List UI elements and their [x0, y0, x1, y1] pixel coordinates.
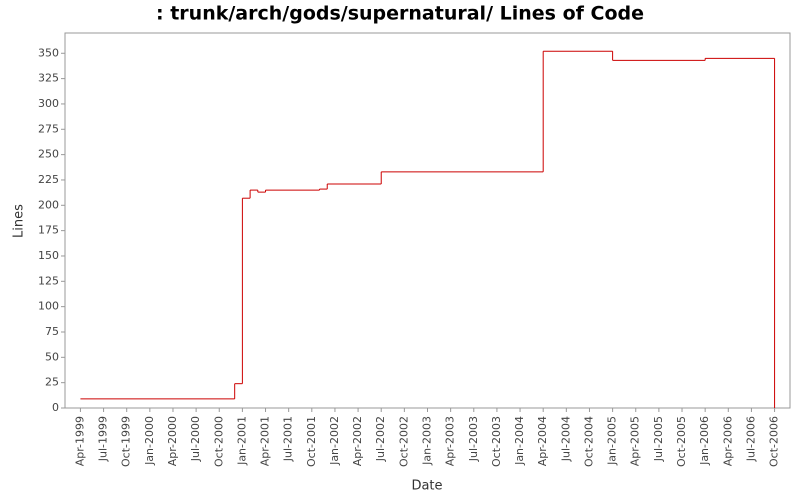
y-tick-label: 25 [45, 376, 59, 389]
x-tick-label: Jul-2006 [744, 416, 757, 462]
x-tick-label: Jul-2005 [652, 416, 665, 462]
x-tick-label: Jul-1999 [97, 416, 110, 462]
x-tick-label: Apr-1999 [73, 416, 86, 466]
x-tick-label: Jul-2003 [467, 416, 480, 462]
x-axis-label: Date [411, 479, 442, 494]
y-tick-label: 200 [38, 198, 59, 211]
y-tick-label: 225 [38, 173, 59, 186]
x-tick-label: Oct-2001 [305, 416, 318, 467]
plot-area [64, 32, 791, 409]
x-tick-label: Jan-2003 [421, 416, 434, 466]
x-tick-label: Oct-1999 [120, 416, 133, 467]
y-tick-label: 350 [38, 46, 59, 59]
x-tick-label: Oct-2003 [490, 416, 503, 467]
x-tick-label: Jan-2001 [235, 416, 248, 466]
x-tick-label: Oct-2004 [582, 416, 595, 467]
x-tick-label: Apr-2005 [629, 416, 642, 466]
y-axis-label: Lines [12, 204, 27, 238]
x-tick-label: Oct-2000 [212, 416, 225, 467]
x-tick-label: Jul-2000 [189, 416, 202, 462]
y-tick-label: 50 [45, 350, 59, 363]
x-tick-label: Oct-2002 [397, 416, 410, 467]
y-tick-label: 250 [38, 148, 59, 161]
y-tick-label: 150 [38, 249, 59, 262]
y-tick-label: 75 [45, 325, 59, 338]
x-tick-label: Jan-2005 [606, 416, 619, 466]
y-tick-label: 275 [38, 122, 59, 135]
x-tick-label: Jan-2006 [698, 416, 711, 466]
y-tick-label: 300 [38, 97, 59, 110]
x-tick-label: Jan-2004 [513, 416, 526, 466]
x-tick-label: Apr-2003 [444, 416, 457, 466]
y-tick-label: 125 [38, 274, 59, 287]
x-tick-label: Apr-2004 [536, 416, 549, 466]
x-tick-label: Jan-2000 [143, 416, 156, 466]
x-tick-label: Jul-2004 [559, 416, 572, 462]
x-tick-label: Jul-2001 [282, 416, 295, 462]
x-tick-label: Apr-2001 [259, 416, 272, 466]
chart-title: : trunk/arch/gods/supernatural/ Lines of… [156, 3, 644, 25]
x-tick-label: Apr-2006 [721, 416, 734, 466]
x-tick-label: Apr-2000 [166, 416, 179, 466]
x-tick-label: Jan-2002 [328, 416, 341, 466]
y-tick-label: 100 [38, 300, 59, 313]
x-tick-label: Oct-2006 [768, 416, 781, 467]
x-tick-label: Oct-2005 [675, 416, 688, 467]
y-tick-label: 175 [38, 224, 59, 237]
y-tick-label: 0 [52, 401, 59, 414]
y-tick-label: 325 [38, 72, 59, 85]
x-tick-label: Jul-2002 [374, 416, 387, 462]
x-tick-label: Apr-2002 [351, 416, 364, 466]
